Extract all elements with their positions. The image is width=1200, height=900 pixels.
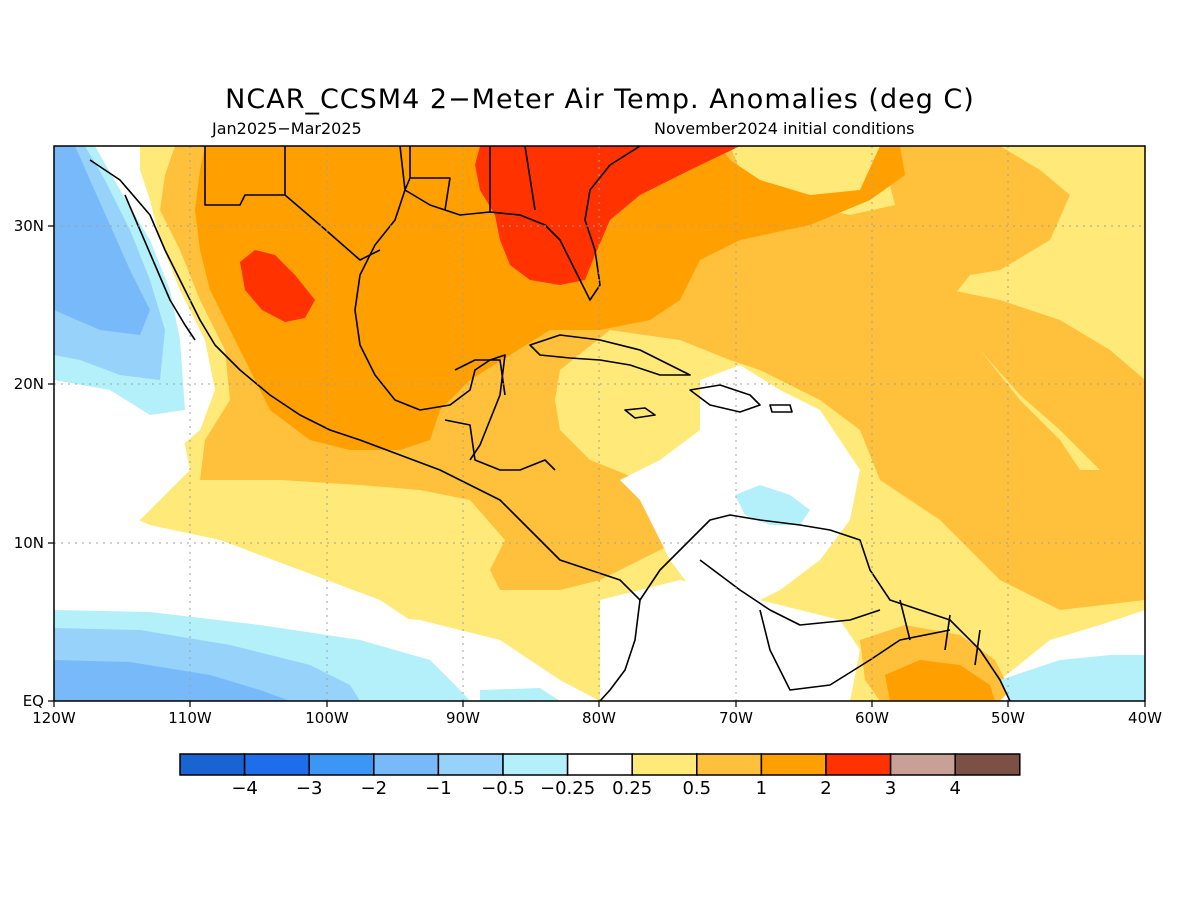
coast-puerto-rico: [769, 404, 793, 413]
colorbar-label: −3: [296, 778, 323, 799]
colorbar-swatch: [437, 753, 504, 776]
x-tick-label: 60W: [855, 709, 889, 727]
x-tick-label: 80W: [582, 709, 616, 727]
contour-neg-0.25-neg-0.5-galapagos: [480, 688, 560, 701]
border-texas: [284, 194, 381, 261]
colorbar-swatch: [179, 753, 246, 776]
colorbar-label: −0.5: [481, 778, 525, 799]
x-tick-label: 110W: [168, 709, 212, 727]
contour-neg-0.25-neg-0.5-caribbean: [735, 485, 810, 525]
coast-gulf: [354, 146, 506, 461]
x-tick-label: 90W: [446, 709, 480, 727]
colorbar: −4 −3 −2 −1 −0.5 −0.25 0.25 0.5 1 2 3 4: [179, 753, 1021, 799]
contour-neutral-pacific: [54, 420, 190, 570]
coast-ecuador: [599, 599, 641, 701]
colorbar-label: 2: [820, 778, 831, 799]
coast-jamaica: [624, 407, 656, 419]
border-us-states: [404, 146, 536, 212]
colorbar-swatch: [243, 753, 310, 776]
valid-period: Jan2025−Mar2025: [212, 119, 362, 138]
colorbar-swatch: [373, 753, 440, 776]
colorbar-swatch: [566, 753, 633, 776]
map-title: NCAR_CCSM4 2−Meter Air Temp. Anomalies (…: [225, 84, 975, 115]
colorbar-label: 4: [949, 778, 960, 799]
anomaly-field: [54, 146, 1145, 701]
coast-mexico-pacific: [89, 159, 641, 601]
colorbar-swatch: [696, 753, 763, 776]
x-tick-labels: 120W 110W 100W 90W 80W 70W 60W 50W 40W: [32, 709, 1162, 727]
border-venezuela: [699, 559, 881, 626]
y-tick-labels: EQ 10N 20N 30N: [14, 217, 44, 710]
initial-conditions: November2024 initial conditions: [654, 119, 915, 138]
coast-yucatan: [454, 359, 506, 396]
coastlines: [89, 146, 1011, 701]
colorbar-label: 1: [756, 778, 767, 799]
coast-cuba: [529, 334, 691, 376]
colorbar-swatch: [502, 753, 569, 776]
colorbar-swatch: [825, 753, 892, 776]
contour-0.5-1-atlantic: [880, 290, 1145, 470]
colorbar-label: −1: [425, 778, 452, 799]
coast-baja: [124, 194, 196, 341]
contour-neutral-south-america: [600, 580, 860, 701]
contour-neg-1-neg-2-south: [54, 660, 290, 701]
contour-1-2: [195, 146, 905, 450]
colorbar-swatch: [308, 753, 375, 776]
graticule: [54, 146, 1145, 701]
y-tick-label: 10N: [14, 534, 44, 552]
coast-us-gulf: [404, 146, 641, 301]
colorbar-swatch: [889, 753, 956, 776]
x-tick-label: 40W: [1128, 709, 1162, 727]
colorbar-swatch: [760, 753, 827, 776]
tick-marks: [48, 225, 1146, 707]
contour-2-3-southeast-us: [475, 146, 740, 285]
x-tick-label: 50W: [991, 709, 1025, 727]
contour-1-2-south-america: [885, 660, 995, 701]
border-guianas: [899, 599, 981, 666]
colorbar-label: −4: [231, 778, 258, 799]
x-tick-marks: [53, 701, 1146, 707]
colorbar-swatch: [631, 753, 698, 776]
border-central-america: [444, 419, 556, 471]
colorbar-label: 3: [885, 778, 896, 799]
contour-neutral-caribbean: [620, 365, 860, 610]
border-us-mexico: [204, 146, 286, 206]
contour-neg-1-neg-2-baja: [54, 146, 150, 335]
contour-2-3-mexico: [240, 250, 315, 322]
colorbar-label: 0.5: [682, 778, 711, 799]
colorbar-label: −2: [361, 778, 388, 799]
border-brazil: [759, 609, 951, 691]
y-tick-label: 30N: [14, 217, 44, 235]
contour-neg-0.25-neg-0.5-atlantic: [1000, 655, 1145, 701]
x-tick-label: 70W: [719, 709, 753, 727]
x-tick-label: 100W: [305, 709, 349, 727]
coast-south-america: [639, 514, 1011, 701]
colorbar-swatch: [954, 753, 1021, 776]
y-tick-label: EQ: [23, 692, 44, 710]
y-tick-marks: [48, 225, 54, 702]
y-tick-label: 20N: [14, 375, 44, 393]
colorbar-label: 0.25: [612, 778, 652, 799]
x-tick-label: 120W: [32, 709, 76, 727]
coast-hispaniola: [689, 384, 761, 413]
colorbar-label: −0.25: [540, 778, 595, 799]
